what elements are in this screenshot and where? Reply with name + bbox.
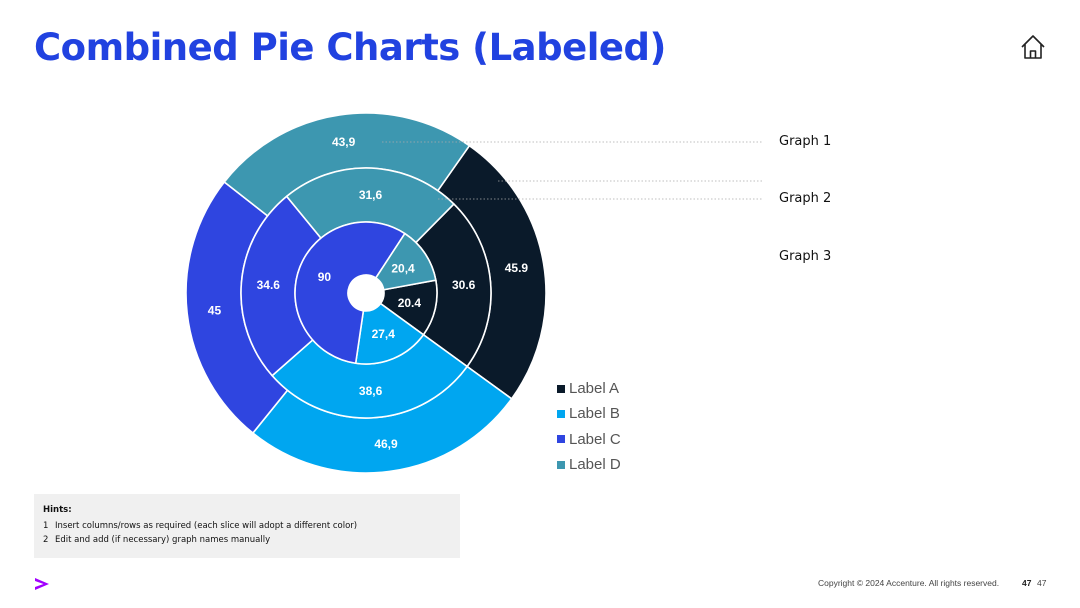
hints-box: Hints: 1 Insert columns/rows as required …: [34, 494, 460, 558]
hint-item: 2 Edit and add (if necessary) graph names…: [43, 535, 460, 545]
slice-value-label: 31,6: [359, 188, 383, 202]
slice-value-label: 43,9: [332, 135, 356, 149]
legend-swatch: [557, 435, 565, 444]
hints-title: Hints:: [43, 505, 72, 515]
page-number-bold: 47: [1022, 578, 1032, 588]
pie-slice: [374, 232, 437, 291]
slice-value-label: 34.6: [257, 278, 281, 292]
legend-label: Label B: [569, 405, 620, 423]
legend-swatch: [557, 384, 565, 393]
slice-value-label: 27,4: [372, 327, 396, 341]
legend-label: Label D: [569, 456, 621, 474]
graph-label-2: Graph 2: [779, 191, 832, 206]
legend-label: Label C: [569, 430, 621, 448]
legend-label: Label A: [569, 380, 620, 398]
hint-number: 1: [43, 521, 49, 531]
slice-value-label: 20,4: [391, 261, 415, 275]
legend-item: Label B: [557, 401, 621, 426]
slice-value-label: 20.4: [398, 296, 422, 310]
legend-swatch: [557, 460, 565, 469]
legend-item: Label A: [557, 376, 621, 401]
hint-item: 1 Insert columns/rows as required (each s…: [43, 521, 460, 531]
hint-number: 2: [43, 535, 49, 545]
accenture-chevron-icon: [35, 578, 49, 590]
slice-value-label: 38,6: [359, 384, 383, 398]
slice-value-label: 46,9: [374, 437, 398, 451]
slice-value-label: 45: [208, 303, 222, 317]
home-icon[interactable]: [1019, 33, 1047, 61]
page-title: Combined Pie Charts (Labeled): [34, 26, 666, 69]
slice-value-label: 30.6: [452, 278, 476, 292]
pie-slice: [354, 302, 425, 365]
hint-text: Insert columns/rows as required (each sl…: [55, 521, 358, 531]
slice-value-label: 90: [318, 270, 332, 284]
legend-item: Label D: [557, 452, 621, 477]
graph-label-1: Graph 1: [779, 134, 832, 149]
copyright-text: Copyright © 2024 Accenture. All rights r…: [818, 578, 1000, 588]
hint-text: Edit and add (if necessary) graph names …: [55, 535, 271, 545]
slice-value-label: 45.9: [505, 261, 529, 275]
pie-slice: [294, 221, 406, 365]
page-number: 47: [1037, 578, 1047, 588]
graph-label-3: Graph 3: [779, 249, 832, 264]
legend-swatch: [557, 409, 565, 418]
chart-legend: Label A Label B Label C Label D: [557, 376, 621, 477]
legend-item: Label C: [557, 427, 621, 452]
